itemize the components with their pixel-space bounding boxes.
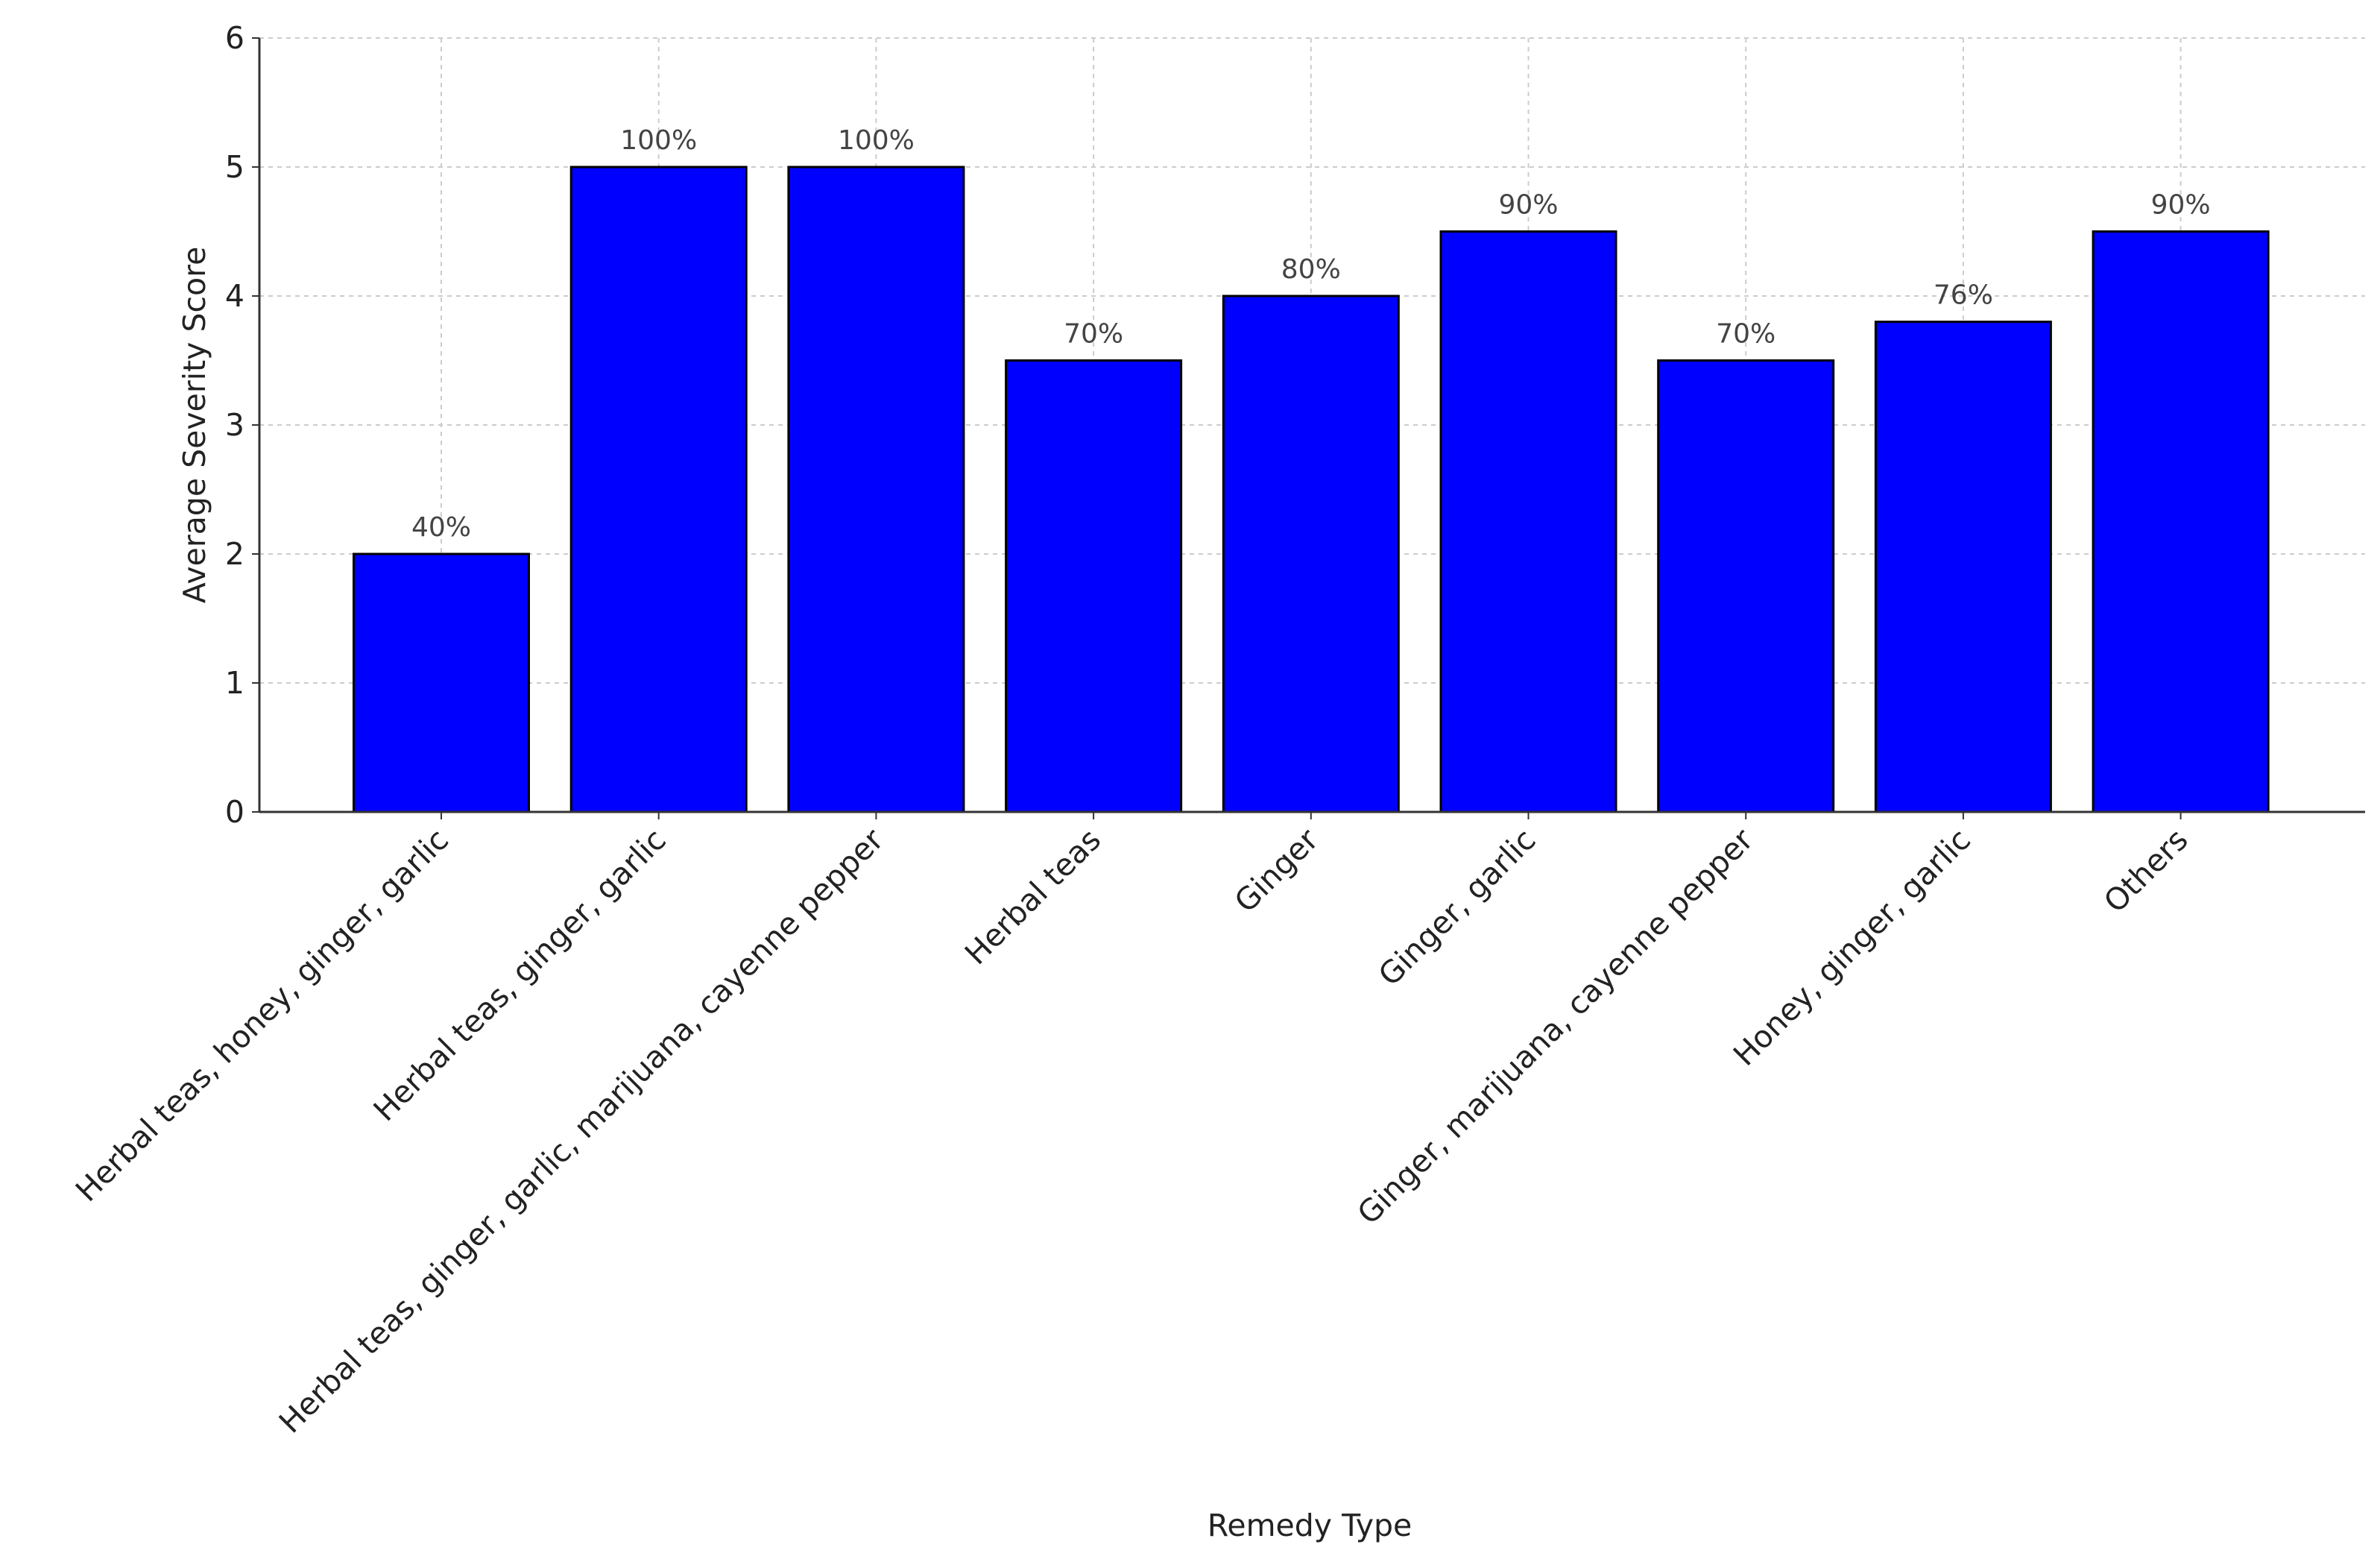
- bar: [2092, 230, 2270, 813]
- bar-label: 100%: [620, 125, 697, 156]
- bar-label: 90%: [1498, 190, 1558, 221]
- x-tick-label: Ginger, garlic: [1372, 822, 1543, 993]
- y-tick-label: 6: [225, 20, 244, 56]
- bar: [1874, 321, 2052, 813]
- y-tick-label: 2: [225, 536, 244, 572]
- y-tick-label: 4: [225, 278, 244, 314]
- bar: [1439, 230, 1617, 813]
- y-tick-label: 1: [225, 665, 244, 701]
- x-tick-label: Ginger: [1228, 822, 1325, 919]
- bar-label: 80%: [1281, 254, 1341, 285]
- bar-label: 40%: [411, 512, 471, 543]
- bar: [353, 552, 530, 813]
- bar-label: 90%: [2151, 190, 2211, 221]
- y-tick-label: 0: [225, 794, 244, 830]
- bar-label: 70%: [1064, 319, 1123, 350]
- x-axis-label: Remedy Type: [1208, 1508, 1412, 1543]
- y-axis-label: Average Severity Score: [177, 247, 212, 604]
- x-tick-label: Ginger, marijuana, cayenne pepper: [1351, 822, 1761, 1232]
- x-tick-label: Honey, ginger, garlic: [1726, 822, 1977, 1073]
- bar-label: 100%: [838, 125, 915, 156]
- bar: [787, 166, 965, 813]
- x-tick-label: Others: [2097, 822, 2194, 919]
- y-tick-label: 3: [225, 407, 244, 443]
- bar-label: 76%: [1934, 280, 1993, 311]
- bar: [1657, 359, 1835, 813]
- bar: [1005, 359, 1183, 813]
- bar: [569, 166, 748, 813]
- x-tick-label: Herbal teas, honey, ginger, garlic: [69, 822, 455, 1209]
- bar-label: 70%: [1716, 319, 1775, 350]
- y-tick-label: 5: [225, 149, 244, 185]
- bar: [1222, 295, 1400, 813]
- x-tick-label: Herbal teas: [958, 822, 1108, 971]
